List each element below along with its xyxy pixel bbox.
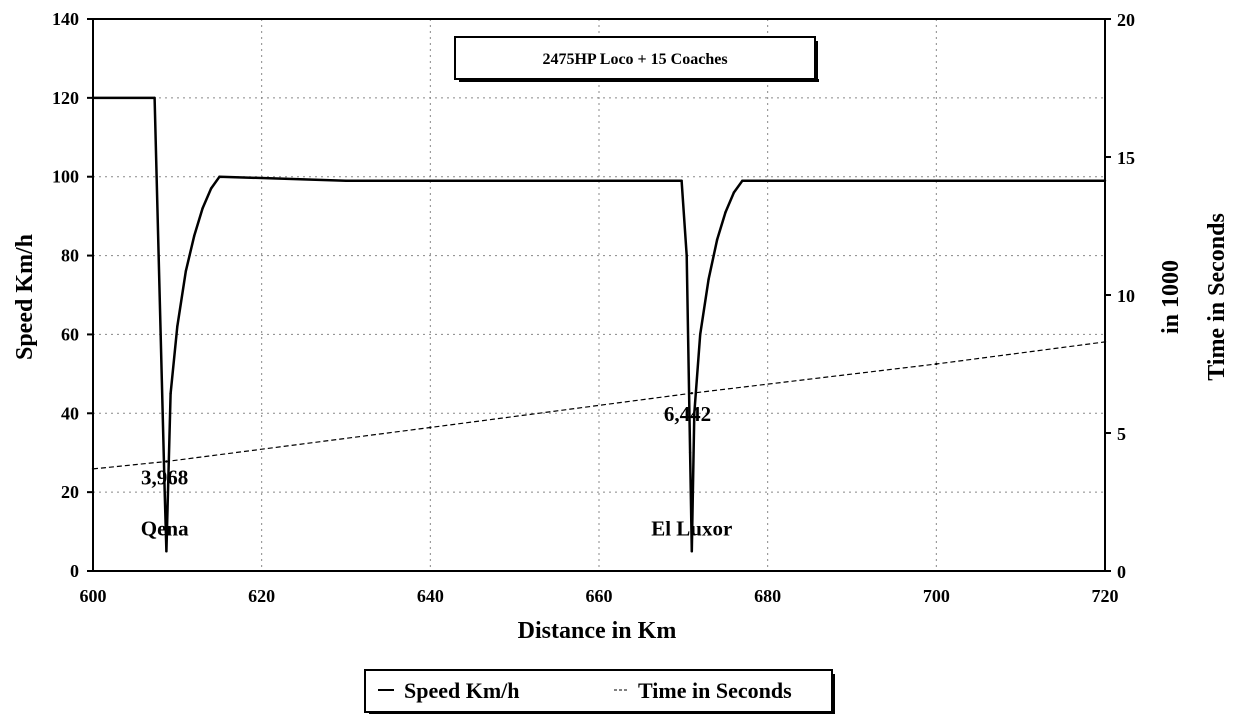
speed-point bbox=[850, 179, 854, 182]
y-tick-label: 0 bbox=[70, 561, 79, 581]
y2-axis-subtitle: in 1000 bbox=[1158, 260, 1184, 334]
y-tick-label: 20 bbox=[61, 482, 79, 502]
x-tick-label: 700 bbox=[923, 586, 950, 606]
y-tick-label: 100 bbox=[52, 167, 79, 187]
series-line-time bbox=[92, 341, 1106, 470]
x-tick-label: 620 bbox=[248, 586, 275, 606]
annotation-label: 3,968 bbox=[141, 465, 188, 489]
y2-axis-title: Time in Seconds bbox=[1204, 213, 1230, 381]
speed-point bbox=[1019, 179, 1022, 182]
x-tick-label: 660 bbox=[586, 586, 613, 606]
y2-tick-label: 15 bbox=[1117, 148, 1135, 168]
speed-point bbox=[344, 179, 348, 182]
time-point bbox=[429, 426, 432, 429]
speed-point bbox=[732, 191, 736, 194]
time-point bbox=[690, 392, 693, 395]
speed-point bbox=[693, 412, 696, 415]
y2-tick-label: 20 bbox=[1117, 10, 1135, 30]
ticks: 600 620 640 660 680 700 720 0 20 40 60 80 100 120 140 0… bbox=[52, 9, 1135, 606]
y-tick-label: 40 bbox=[61, 403, 79, 423]
speed-point bbox=[1103, 179, 1107, 182]
time-point bbox=[1103, 340, 1107, 344]
x-axis-title: Distance in Km bbox=[518, 618, 677, 644]
speed-point bbox=[741, 179, 744, 182]
speed-point bbox=[724, 211, 727, 214]
y2-tick-label: 0 bbox=[1117, 562, 1126, 582]
y-tick-label: 60 bbox=[61, 324, 79, 344]
speed-point bbox=[201, 207, 204, 210]
speed-point bbox=[193, 234, 196, 238]
grid bbox=[92, 18, 1106, 572]
y-tick-label: 80 bbox=[61, 246, 79, 266]
speed-point bbox=[685, 254, 688, 257]
marks bbox=[91, 96, 1107, 553]
speed-point bbox=[165, 550, 168, 553]
speed-point bbox=[680, 179, 683, 182]
x-tick-label: 640 bbox=[417, 586, 444, 606]
speed-point bbox=[513, 179, 516, 182]
chart-title: 2475HP Loco + 15 Coaches bbox=[542, 51, 727, 68]
y2-tick-label: 5 bbox=[1117, 424, 1126, 444]
x-tick-label: 720 bbox=[1092, 586, 1119, 606]
annotation-label: El Luxor bbox=[651, 517, 732, 541]
annotation-label: 6,442 bbox=[664, 402, 711, 426]
legend-label-time: Time in Seconds bbox=[638, 678, 792, 703]
x-tick-label: 600 bbox=[80, 586, 107, 606]
annotation-label: Qena bbox=[141, 517, 189, 541]
speed-point bbox=[169, 392, 172, 395]
series-line-speed bbox=[93, 96, 1105, 553]
speed-point bbox=[153, 96, 156, 100]
time-point bbox=[935, 362, 938, 366]
speed-point bbox=[699, 333, 702, 336]
speed-point bbox=[209, 187, 213, 190]
legend-label-speed: Speed Km/h bbox=[404, 678, 520, 703]
speed-point bbox=[690, 550, 693, 553]
title-box: 2475HP Loco + 15 Coaches bbox=[454, 36, 819, 82]
speed-point bbox=[184, 270, 187, 273]
y2-tick-label: 10 bbox=[1117, 286, 1135, 306]
speed-point bbox=[163, 490, 166, 494]
time-point bbox=[91, 467, 95, 471]
annotations: 3,968 6,442 Qena El Luxor bbox=[141, 402, 733, 540]
speed-point bbox=[688, 451, 692, 454]
y-axis-title: Speed Km/h bbox=[12, 234, 38, 360]
speed-point bbox=[715, 238, 719, 241]
legend: Speed Km/h Time in Seconds bbox=[364, 669, 835, 714]
y-tick-label: 120 bbox=[52, 88, 79, 108]
speed-point bbox=[707, 278, 710, 281]
x-tick-label: 680 bbox=[754, 586, 781, 606]
speed-point bbox=[218, 175, 221, 178]
y-tick-label: 140 bbox=[52, 9, 79, 29]
speed-point bbox=[176, 325, 179, 328]
time-point bbox=[165, 460, 168, 463]
